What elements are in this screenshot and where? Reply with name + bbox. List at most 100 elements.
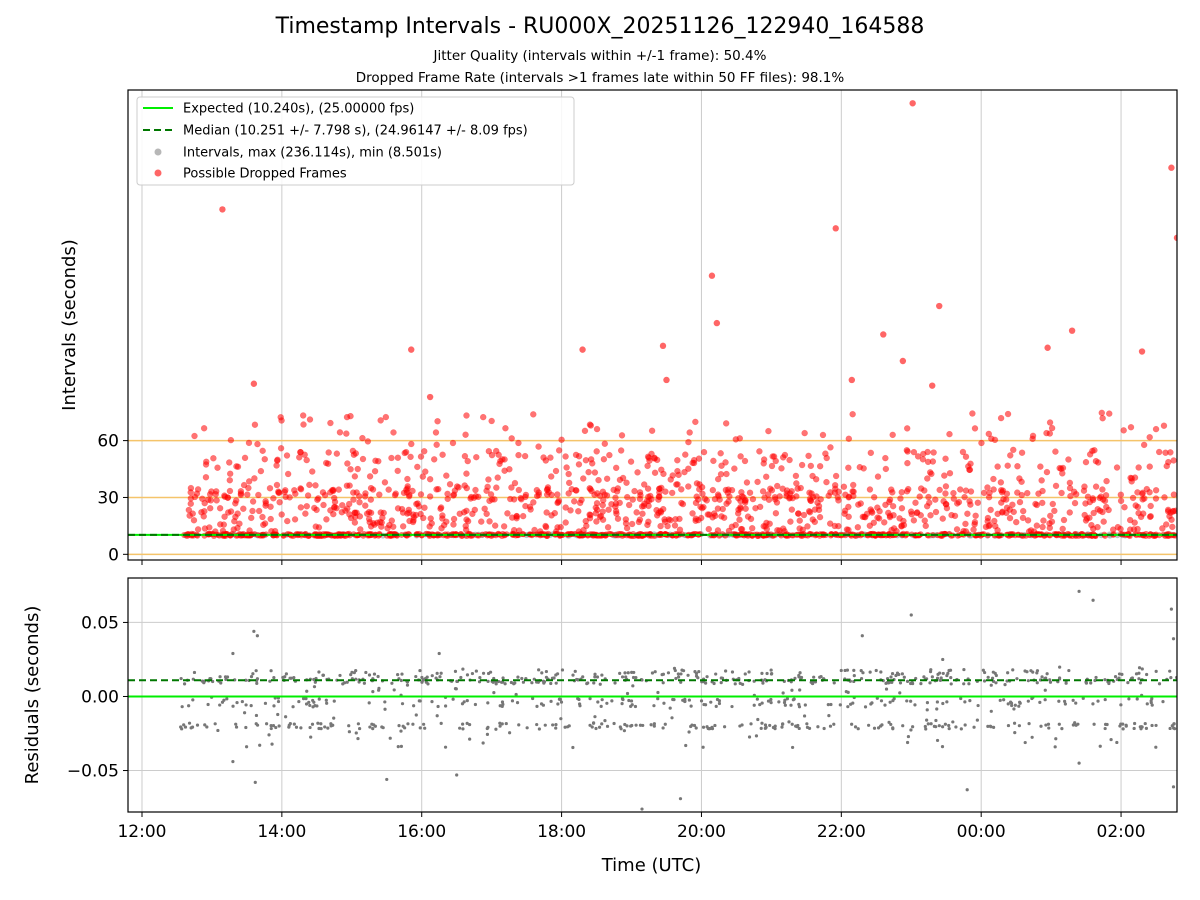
residual-point xyxy=(998,698,1002,702)
residuals-x-tick-label: 20:00 xyxy=(677,822,726,842)
dropped-frame-point xyxy=(898,522,905,529)
dropped-frame-point xyxy=(299,412,307,419)
residual-point xyxy=(622,729,627,733)
residual-point xyxy=(1012,707,1016,711)
residual-point xyxy=(890,672,895,676)
residual-point xyxy=(430,700,434,704)
dropped-frame-point xyxy=(575,461,583,468)
residual-point xyxy=(501,680,505,684)
residual-point xyxy=(543,723,547,727)
dropped-frame-point xyxy=(202,461,210,468)
residual-point xyxy=(317,670,321,674)
dropped-frame-point xyxy=(1014,462,1021,470)
residual-point xyxy=(1006,671,1010,675)
dropped-frame-point xyxy=(1081,511,1088,519)
dropped-frame-point xyxy=(971,521,978,528)
dropped-frame-point xyxy=(551,509,559,517)
residual-point xyxy=(451,697,455,701)
residual-point xyxy=(272,704,276,708)
dropped-frame-point xyxy=(595,476,602,484)
residual-point xyxy=(789,703,793,707)
dropped-frame-point xyxy=(187,500,195,508)
dropped-frame-point xyxy=(366,473,374,480)
residual-point xyxy=(1048,678,1052,682)
residual-point xyxy=(909,728,913,732)
residual-point xyxy=(874,668,878,673)
dropped-frame-point xyxy=(212,490,219,498)
residual-point xyxy=(392,688,396,692)
residual-point xyxy=(1133,721,1137,726)
residual-point xyxy=(461,727,465,731)
residual-point xyxy=(367,673,372,677)
dropped-frame-point xyxy=(845,526,852,534)
residual-point xyxy=(760,701,764,705)
residual-point xyxy=(498,724,502,728)
residual-outlier xyxy=(965,788,969,792)
dropped-frame-point xyxy=(297,485,305,493)
dropped-frame-point xyxy=(1135,509,1142,517)
residual-point xyxy=(1140,667,1144,671)
residual-point xyxy=(1103,697,1107,702)
residual-point xyxy=(304,702,309,706)
dropped-frame-point xyxy=(962,528,970,535)
residual-point xyxy=(324,698,328,702)
dropped-frame-point xyxy=(554,491,561,498)
dropped-frame-point xyxy=(1146,463,1153,470)
dropped-frame-point xyxy=(283,452,291,459)
dropped-frame-point xyxy=(903,488,911,495)
residual-point xyxy=(1115,740,1119,745)
dropped-frame-outlier xyxy=(663,376,670,384)
residual-point xyxy=(913,703,917,707)
dropped-frame-point xyxy=(558,436,565,444)
dropped-frame-point xyxy=(723,470,730,478)
residual-point xyxy=(620,675,625,679)
dropped-frame-point xyxy=(433,486,440,493)
dropped-frame-point xyxy=(845,503,852,511)
residual-point xyxy=(326,726,330,730)
residual-point xyxy=(936,672,940,676)
residual-point xyxy=(558,697,562,701)
dropped-frame-outlier xyxy=(909,100,916,107)
dropped-frame-point xyxy=(732,521,739,529)
dropped-frame-point xyxy=(1056,464,1063,472)
residual-point xyxy=(941,725,945,729)
residual-point xyxy=(747,735,752,739)
residual-point xyxy=(571,745,575,750)
residual-point xyxy=(759,726,763,730)
residual-point xyxy=(696,676,700,680)
residual-point xyxy=(940,745,945,749)
dropped-frame-point xyxy=(570,498,578,505)
residual-point xyxy=(600,673,604,677)
residual-point xyxy=(1012,721,1017,725)
residual-point xyxy=(1035,681,1039,685)
dropped-frame-point xyxy=(320,501,327,509)
residual-point xyxy=(867,723,871,727)
dropped-frame-point xyxy=(1106,410,1113,417)
dropped-frame-point xyxy=(657,507,664,515)
residual-point xyxy=(356,736,360,741)
residual-point xyxy=(284,715,288,719)
dropped-frame-point xyxy=(282,486,289,494)
residual-point xyxy=(494,682,498,686)
dropped-frame-point xyxy=(959,448,967,456)
residual-point xyxy=(225,697,229,701)
dropped-frame-point xyxy=(978,439,985,447)
dropped-frame-point xyxy=(461,452,469,460)
dropped-frame-point xyxy=(568,485,575,493)
dropped-frame-point xyxy=(633,509,640,516)
dropped-frame-point xyxy=(634,469,641,476)
dropped-frame-point xyxy=(962,453,970,461)
residual-point xyxy=(983,670,987,675)
dropped-frame-point xyxy=(765,427,772,435)
dropped-frame-point xyxy=(515,486,523,494)
residual-point xyxy=(951,720,955,724)
residual-point xyxy=(828,724,833,728)
residual-point xyxy=(765,671,769,676)
dropped-frame-outlier xyxy=(250,380,258,387)
dropped-frame-point xyxy=(327,419,334,427)
dropped-frame-point xyxy=(280,532,287,539)
residual-point xyxy=(1092,722,1096,726)
dropped-frame-point xyxy=(233,463,240,470)
residual-point xyxy=(924,727,928,731)
dropped-frame-point xyxy=(335,486,343,493)
